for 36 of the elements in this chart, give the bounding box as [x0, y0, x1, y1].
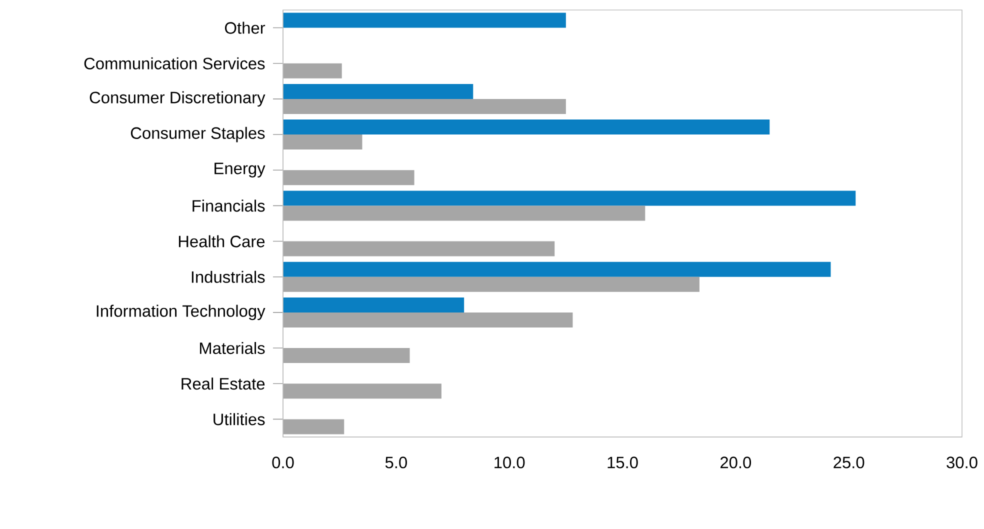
bar [283, 348, 410, 364]
x-tick-label: 5.0 [385, 456, 407, 468]
bar [283, 241, 555, 256]
bar [283, 170, 414, 186]
bar [283, 312, 573, 328]
x-tick-label: 30.0 [946, 456, 978, 468]
bar [283, 84, 474, 99]
bar [283, 98, 566, 114]
bar [283, 134, 362, 150]
y-tick-label: Consumer Discretionary [90, 91, 266, 107]
bar [283, 63, 342, 78]
bar [283, 262, 831, 277]
bar [283, 419, 344, 434]
x-tick-label: 20.0 [720, 456, 752, 468]
y-tick-label: Financials [192, 200, 265, 212]
y-tick-label: Communication Services [84, 57, 265, 70]
bar [283, 206, 646, 221]
bar [283, 276, 700, 292]
x-tick-label: 15.0 [608, 456, 638, 468]
y-tick-label: Energy [214, 162, 266, 178]
y-tick-label: Real Estate [182, 378, 265, 390]
y-tick-label: Materials [200, 342, 265, 354]
bar [283, 297, 464, 312]
bar [283, 190, 856, 206]
y-tick-label: Information Technology [96, 304, 266, 320]
y-tick-label: Industrials [192, 270, 265, 283]
y-tick-label: Other [225, 22, 266, 34]
x-tick-label: 0.0 [272, 456, 294, 468]
x-tick-label: 25.0 [834, 456, 864, 468]
bar [283, 120, 770, 135]
y-tick-label: Consumer Staples [130, 126, 265, 142]
bar [283, 384, 442, 399]
y-tick-label: Utilities [214, 413, 265, 426]
y-tick-label: Health Care [178, 235, 265, 248]
x-tick-label: 10.0 [494, 456, 525, 468]
bar [283, 12, 566, 28]
